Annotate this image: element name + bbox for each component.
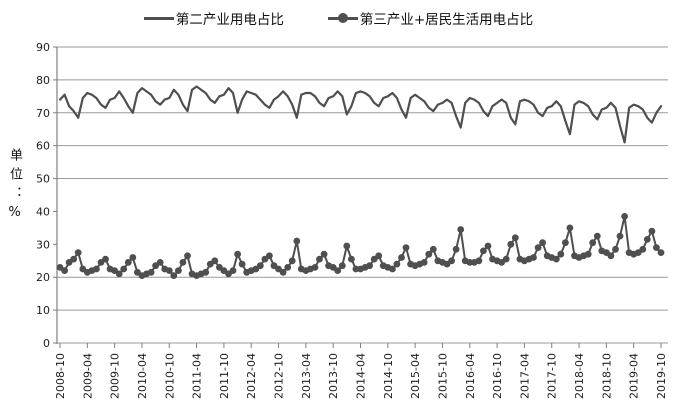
y-axis-title: 单位：% [7, 148, 22, 226]
svg-text:60: 60 [36, 140, 50, 153]
svg-text:20: 20 [36, 271, 50, 284]
y-axis-labels: 0 10 20 30 40 50 60 70 80 90 [36, 41, 57, 350]
svg-text:2013-04: 2013-04 [300, 353, 313, 399]
svg-text:2011-10: 2011-10 [218, 353, 231, 399]
legend-item-tertiary-residential: 第三产业+居民生活用电占比 [327, 8, 534, 28]
svg-text:2010-10: 2010-10 [163, 353, 176, 399]
svg-text:2013-10: 2013-10 [327, 353, 340, 399]
svg-text:2019-04: 2019-04 [628, 353, 641, 399]
gridlines [57, 46, 668, 344]
series-line-0 [58, 85, 663, 144]
svg-text:2014-10: 2014-10 [382, 353, 395, 399]
x-axis-labels: 2008-10 2009-04 2009-10 2010-04 2010-10 2011-… [54, 343, 668, 399]
svg-text:2012-10: 2012-10 [273, 353, 286, 399]
line-marker-icon [327, 13, 358, 23]
svg-text:10: 10 [36, 304, 50, 317]
svg-text:2008-10: 2008-10 [54, 353, 67, 399]
svg-text:2012-04: 2012-04 [245, 353, 258, 399]
series-markers-1 [56, 213, 665, 279]
svg-text:2009-10: 2009-10 [109, 353, 122, 399]
svg-text:0: 0 [43, 337, 50, 350]
circle-marker-icon [337, 13, 348, 23]
svg-text:70: 70 [36, 107, 50, 120]
svg-text:50: 50 [36, 173, 50, 186]
svg-text:30: 30 [36, 238, 50, 251]
svg-text:40: 40 [36, 205, 50, 218]
svg-text:2011-04: 2011-04 [191, 353, 204, 399]
svg-text:2015-04: 2015-04 [409, 353, 422, 399]
svg-text:2009-04: 2009-04 [81, 353, 94, 399]
svg-text:2014-04: 2014-04 [355, 353, 368, 399]
legend-item-secondary-industry: 第二产业用电占比 [143, 8, 284, 28]
svg-text:2018-04: 2018-04 [573, 353, 586, 399]
line-marker-icon [143, 16, 174, 20]
svg-text:80: 80 [36, 74, 50, 87]
svg-text:2017-10: 2017-10 [546, 353, 559, 399]
legend: 第二产业用电占比 第三产业+居民生活用电占比 [0, 8, 677, 28]
svg-text:2015-10: 2015-10 [436, 353, 449, 399]
svg-text:2018-10: 2018-10 [600, 353, 613, 399]
legend-label-tertiary-residential: 第三产业+居民生活用电占比 [359, 12, 534, 28]
svg-text:2016-10: 2016-10 [491, 353, 504, 399]
svg-text:90: 90 [36, 41, 50, 54]
svg-text:2019-10: 2019-10 [655, 353, 668, 399]
svg-text:2017-04: 2017-04 [518, 353, 531, 399]
legend-label-secondary-industry: 第二产业用电占比 [175, 12, 284, 28]
svg-text:2010-04: 2010-04 [136, 353, 149, 399]
svg-text:2016-04: 2016-04 [464, 353, 477, 399]
